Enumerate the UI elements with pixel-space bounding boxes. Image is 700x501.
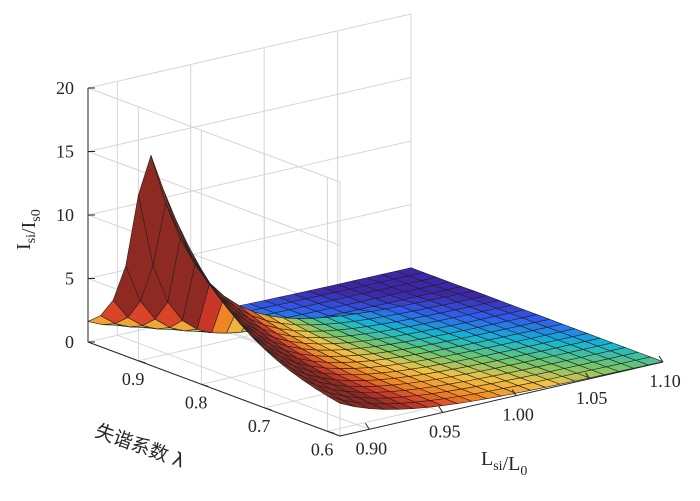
surface — [87, 155, 664, 410]
y-axis-label: 失谐系数 λ — [92, 420, 187, 473]
x-tick-mark — [585, 372, 591, 380]
y-tick-label: 0.7 — [248, 416, 271, 436]
z-tick-label: 0 — [65, 332, 74, 352]
z-tick-label: 20 — [56, 78, 74, 98]
z-axis-label: Isi/Is0 — [13, 209, 44, 250]
y-tick-mark — [201, 383, 209, 387]
x-tick-mark — [438, 406, 444, 413]
x-tick-mark — [658, 355, 664, 363]
y-tick-mark — [264, 407, 272, 411]
x-tick-label: 0.90 — [356, 438, 388, 458]
x-tick-mark — [511, 389, 517, 396]
y-tick-mark — [138, 360, 146, 364]
tick-labels: 0 5 10 15 20 0.6 0.7 0.8 0.9 0.90 0.95 1.00 1.05 1.10 — [56, 78, 681, 459]
y-tick-label: 0.8 — [185, 392, 208, 412]
x-tick-label: 1.00 — [502, 405, 534, 425]
x-tick-mark — [364, 422, 370, 430]
z-tick-label: 15 — [56, 142, 74, 162]
grid-line-z-4 — [86, 13, 412, 183]
y-axis-line — [87, 341, 341, 437]
x-tick-label: 1.10 — [649, 371, 681, 391]
z-tick-label: 10 — [56, 205, 74, 225]
y-tick-mark — [327, 430, 335, 434]
x-axis-label: Lsi/L0 — [481, 448, 527, 479]
y-tick-label: 0.9 — [122, 369, 145, 389]
x-tick-label: 1.05 — [576, 388, 608, 408]
y-tick-label: 0.6 — [311, 439, 334, 459]
x-axis-line — [339, 361, 664, 437]
x-tick-label: 0.95 — [429, 421, 461, 441]
z-tick-label: 5 — [65, 269, 74, 289]
